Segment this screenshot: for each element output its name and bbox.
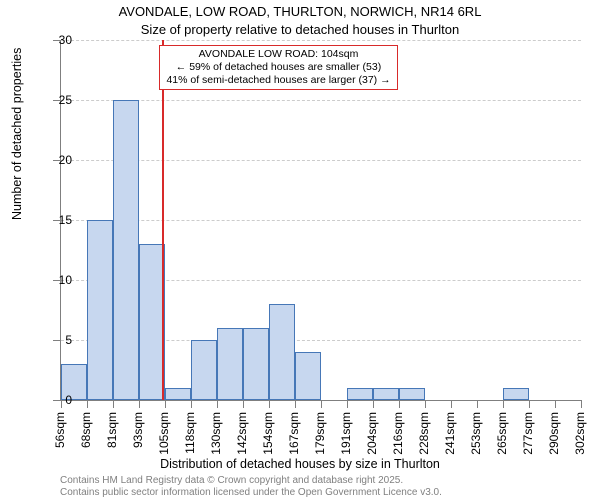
y-tick-label: 20 bbox=[42, 153, 72, 167]
x-tick bbox=[243, 400, 244, 408]
x-tick bbox=[399, 400, 400, 408]
y-axis-label: Number of detached properties bbox=[10, 48, 24, 220]
x-tick-label: 191sqm bbox=[339, 412, 353, 455]
chart-title-sub: Size of property relative to detached ho… bbox=[0, 22, 600, 37]
x-tick-label: 93sqm bbox=[131, 412, 145, 448]
x-tick-label: 118sqm bbox=[183, 412, 197, 454]
histogram-bar bbox=[243, 328, 269, 400]
x-tick-label: 142sqm bbox=[235, 412, 249, 455]
x-tick bbox=[347, 400, 348, 408]
annotation-box: AVONDALE LOW ROAD: 104sqm← 59% of detach… bbox=[159, 45, 397, 90]
y-tick-label: 10 bbox=[42, 273, 72, 287]
histogram-bar bbox=[191, 340, 217, 400]
x-tick bbox=[581, 400, 582, 408]
x-tick-label: 130sqm bbox=[209, 412, 223, 455]
histogram-bar bbox=[139, 244, 165, 400]
x-tick bbox=[477, 400, 478, 408]
x-tick-label: 290sqm bbox=[547, 412, 561, 455]
histogram-bar bbox=[295, 352, 321, 400]
gridline bbox=[61, 40, 581, 41]
x-tick bbox=[373, 400, 374, 408]
x-tick-label: 241sqm bbox=[443, 412, 457, 455]
x-tick bbox=[295, 400, 296, 408]
x-tick bbox=[191, 400, 192, 408]
footer-line-1: Contains HM Land Registry data © Crown c… bbox=[60, 475, 403, 486]
x-tick-label: 253sqm bbox=[469, 412, 483, 455]
histogram-bar bbox=[165, 388, 191, 400]
gridline bbox=[61, 220, 581, 221]
y-tick-label: 25 bbox=[42, 93, 72, 107]
x-tick bbox=[269, 400, 270, 408]
x-tick bbox=[425, 400, 426, 408]
x-tick-label: 277sqm bbox=[521, 412, 535, 455]
histogram-bar bbox=[347, 388, 373, 400]
histogram-bar bbox=[87, 220, 113, 400]
x-tick bbox=[503, 400, 504, 408]
x-tick-label: 216sqm bbox=[391, 412, 405, 455]
y-tick-label: 0 bbox=[42, 393, 72, 407]
x-tick bbox=[113, 400, 114, 408]
x-tick-label: 105sqm bbox=[157, 412, 171, 455]
chart-container: AVONDALE, LOW ROAD, THURLTON, NORWICH, N… bbox=[0, 0, 600, 500]
histogram-bar bbox=[373, 388, 399, 400]
x-tick-label: 228sqm bbox=[417, 412, 431, 455]
annotation-line: ← 59% of detached houses are smaller (53… bbox=[166, 61, 390, 74]
x-tick bbox=[529, 400, 530, 408]
x-tick bbox=[165, 400, 166, 408]
gridline bbox=[61, 160, 581, 161]
x-axis-label: Distribution of detached houses by size … bbox=[0, 457, 600, 471]
gridline bbox=[61, 100, 581, 101]
x-tick-label: 56sqm bbox=[53, 412, 67, 448]
x-tick-label: 68sqm bbox=[79, 412, 93, 448]
x-tick bbox=[139, 400, 140, 408]
y-tick-label: 15 bbox=[42, 213, 72, 227]
chart-title-main: AVONDALE, LOW ROAD, THURLTON, NORWICH, N… bbox=[0, 4, 600, 19]
x-tick-label: 179sqm bbox=[313, 412, 327, 455]
x-tick-label: 154sqm bbox=[261, 412, 275, 455]
histogram-bar bbox=[399, 388, 425, 400]
annotation-line: AVONDALE LOW ROAD: 104sqm bbox=[166, 48, 390, 61]
x-tick-label: 204sqm bbox=[365, 412, 379, 455]
x-tick-label: 302sqm bbox=[573, 412, 587, 455]
y-tick-label: 5 bbox=[42, 333, 72, 347]
x-tick-label: 167sqm bbox=[287, 412, 301, 455]
x-tick bbox=[451, 400, 452, 408]
histogram-bar bbox=[113, 100, 139, 400]
x-tick bbox=[555, 400, 556, 408]
histogram-bar bbox=[503, 388, 529, 400]
x-tick bbox=[87, 400, 88, 408]
annotation-line: 41% of semi-detached houses are larger (… bbox=[166, 74, 390, 87]
footer-line-2: Contains public sector information licen… bbox=[60, 487, 442, 498]
y-tick-label: 30 bbox=[42, 33, 72, 47]
reference-line bbox=[162, 40, 164, 400]
x-tick-label: 81sqm bbox=[105, 412, 119, 448]
x-tick bbox=[217, 400, 218, 408]
histogram-bar bbox=[217, 328, 243, 400]
x-tick bbox=[321, 400, 322, 408]
histogram-bar bbox=[269, 304, 295, 400]
plot-area bbox=[60, 40, 581, 401]
x-tick-label: 265sqm bbox=[495, 412, 509, 455]
